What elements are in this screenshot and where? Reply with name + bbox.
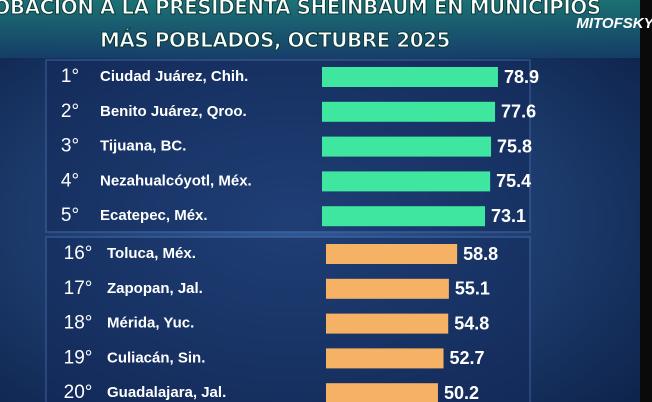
rank-label: 2° — [61, 101, 79, 122]
category-label: Mérida, Yuc. — [107, 315, 194, 332]
group-panel — [45, 236, 531, 402]
category-label: Nezahualcóyotl, Méx. — [100, 172, 252, 189]
chart-title: APROBACIÓN A LA PRESIDENTA SHEINBAUM EN … — [0, 0, 601, 19]
bar — [326, 383, 438, 402]
bar — [326, 313, 449, 334]
bar — [326, 348, 444, 369]
rank-label: 5° — [61, 205, 79, 226]
rank-label: 3° — [61, 136, 79, 157]
rank-label: 16° — [64, 243, 93, 264]
bar — [322, 171, 491, 192]
value-label: 77.6 — [501, 102, 536, 122]
rank-label: 4° — [61, 170, 79, 191]
bar — [326, 244, 458, 264]
bar — [322, 67, 498, 87]
category-label: Ecatepec, Méx. — [100, 207, 208, 224]
value-label: 73.1 — [491, 206, 526, 226]
category-label: Zapopan, Jal. — [107, 280, 203, 297]
value-label: 50.2 — [444, 383, 479, 402]
category-label: Benito Juárez, Qroo. — [100, 103, 247, 120]
rank-label: 18° — [64, 313, 93, 334]
value-label: 75.4 — [496, 171, 531, 191]
source-logo: MITOFSKY — [576, 15, 652, 32]
category-label: Toluca, Méx. — [107, 245, 196, 262]
header-band — [0, 0, 652, 58]
value-label: 58.8 — [463, 244, 498, 264]
value-label: 54.8 — [454, 313, 489, 333]
category-label: Guadalajara, Jal. — [107, 384, 226, 401]
value-label: 52.7 — [450, 348, 485, 368]
bar — [326, 278, 449, 299]
rank-label: 17° — [64, 278, 93, 299]
value-label: 75.8 — [497, 136, 532, 156]
chart-subtitle: MÁS POBLADOS, OCTUBRE 2025 — [100, 28, 450, 52]
category-label: Ciudad Juárez, Chih. — [100, 68, 248, 85]
bar — [322, 136, 492, 157]
rank-label: 1° — [61, 66, 79, 87]
bar — [322, 206, 486, 227]
category-label: Culiacán, Sin. — [107, 349, 205, 366]
rank-label: 20° — [64, 382, 93, 402]
edge — [640, 0, 652, 402]
rank-label: 19° — [64, 347, 93, 368]
category-label: Tijuana, BC. — [100, 138, 186, 155]
value-label: 55.1 — [455, 279, 490, 299]
value-label: 78.9 — [504, 67, 539, 87]
bar — [322, 101, 496, 122]
